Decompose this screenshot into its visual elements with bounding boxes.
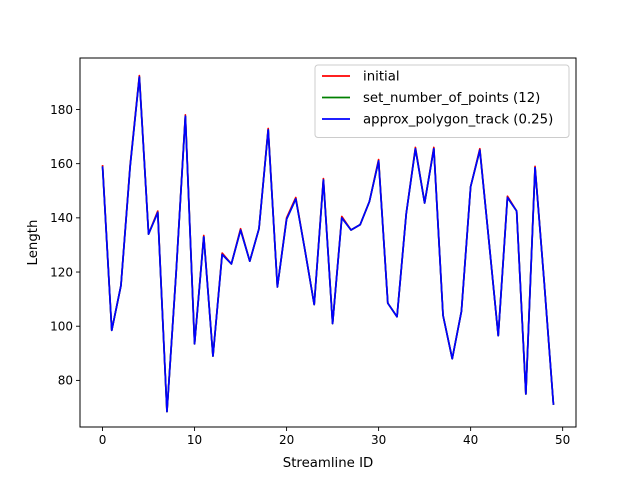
legend-label-2: set_number_of_points (12)	[363, 91, 540, 106]
x-tick-label: 30	[371, 433, 386, 447]
y-tick-label: 160	[50, 157, 73, 171]
series-layer	[101, 74, 555, 413]
x-tick-label: 0	[99, 433, 107, 447]
legend-label-1: initial	[363, 70, 400, 85]
x-tick-label: 40	[463, 433, 478, 447]
legend: initial set_number_of_points (12) approx_p…	[314, 64, 570, 138]
y-tick-label: 180	[50, 103, 73, 117]
y-tick-label: 100	[50, 320, 73, 334]
y-axis: 80 100 120 140 160 180	[50, 103, 80, 388]
x-tick-label: 10	[187, 433, 202, 447]
x-axis-label: Streamline ID	[283, 456, 374, 471]
y-tick-label: 140	[50, 211, 73, 225]
legend-label-3: approx_polygon_track (0.25)	[363, 113, 553, 128]
plot-frame	[79, 57, 577, 428]
x-tick-label: 50	[555, 433, 570, 447]
legend-box	[314, 64, 570, 138]
series-line-3	[101, 76, 555, 413]
y-axis-label: Length	[26, 220, 41, 266]
x-axis: 0 10 20 30 40 50	[99, 427, 570, 447]
y-tick-label: 120	[50, 265, 73, 279]
x-tick-label: 20	[279, 433, 294, 447]
y-tick-label: 80	[58, 374, 73, 388]
